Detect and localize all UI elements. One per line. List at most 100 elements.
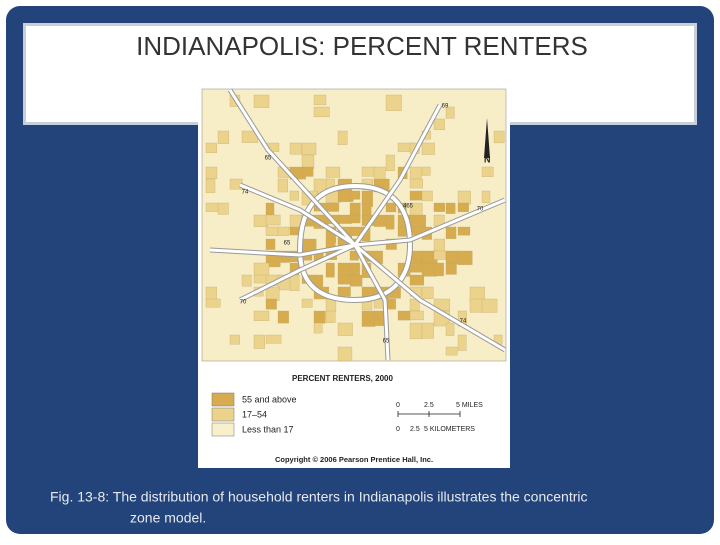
scale-label: 5 KILOMETERS <box>424 426 475 433</box>
tract <box>301 166 314 177</box>
tract <box>409 166 422 180</box>
tract <box>409 274 425 286</box>
scale-label: 0 <box>396 426 400 433</box>
tract <box>253 274 267 284</box>
highway-label: 74 <box>460 319 467 325</box>
legend-swatch <box>211 422 235 437</box>
highway-label: 65 <box>284 241 291 247</box>
tract <box>205 286 217 300</box>
tract <box>433 238 445 253</box>
tract <box>349 190 361 200</box>
highway-label: 65 <box>383 339 390 345</box>
tract <box>421 142 435 155</box>
tract <box>289 142 302 155</box>
tract <box>205 202 220 212</box>
tract <box>445 202 456 214</box>
tract <box>397 310 412 321</box>
tract <box>313 94 327 106</box>
tract <box>265 238 276 250</box>
roads <box>209 88 507 361</box>
tract <box>289 274 300 291</box>
scale-label: 2.5 <box>410 426 420 433</box>
highways <box>209 89 506 361</box>
tract <box>337 286 351 297</box>
tract <box>433 262 444 277</box>
tract <box>217 202 229 215</box>
tract <box>385 154 395 171</box>
tract <box>433 202 445 212</box>
north-label: N <box>484 154 491 164</box>
tract <box>445 262 457 275</box>
caption: zone model. <box>130 510 206 526</box>
caption: Fig. 13-8: The distribution of household… <box>50 489 588 505</box>
tract <box>445 346 458 356</box>
tract <box>205 142 217 153</box>
tract <box>385 214 395 230</box>
legend-label: Less than 17 <box>242 424 294 434</box>
tract <box>409 262 425 273</box>
legend-swatch <box>211 392 235 407</box>
tract <box>217 130 230 144</box>
scale-label: 5 MILES <box>456 402 483 409</box>
tract <box>265 286 280 301</box>
tract <box>253 214 269 227</box>
tract <box>409 310 424 321</box>
tract <box>337 322 353 336</box>
tract <box>385 94 402 111</box>
tract <box>445 322 455 336</box>
tract <box>337 130 348 145</box>
scale: 0 2.5 5 MILES 0 2.5 5 KILOMETERS <box>396 402 483 433</box>
tract <box>253 94 270 108</box>
highway-label: 70 <box>240 300 247 306</box>
tract <box>457 190 471 205</box>
tract <box>409 298 420 311</box>
tract <box>421 322 434 339</box>
tract <box>445 106 455 119</box>
tract <box>265 214 281 226</box>
tract <box>301 154 315 169</box>
slide-title: INDIANAPOLIS: PERCENT RENTERS <box>136 31 588 61</box>
tract <box>337 346 353 362</box>
highway-label: 65 <box>265 156 272 162</box>
scale-label: 0 <box>396 402 400 409</box>
tract <box>409 322 423 340</box>
tract <box>433 250 447 260</box>
tract <box>205 178 216 193</box>
tract <box>421 190 433 202</box>
tract <box>313 322 323 334</box>
legend-label: 17–54 <box>242 409 267 419</box>
tract <box>349 274 363 287</box>
tract <box>433 118 445 131</box>
tract <box>385 202 397 213</box>
tract <box>253 334 265 349</box>
tract <box>325 310 336 323</box>
map <box>201 88 507 362</box>
tract <box>277 178 288 193</box>
tract <box>493 130 505 144</box>
tract <box>289 190 299 201</box>
north-arrow <box>484 118 490 158</box>
tract <box>325 166 341 178</box>
tract <box>469 298 484 313</box>
tract <box>481 166 494 177</box>
tract <box>301 142 317 155</box>
tract <box>325 262 335 278</box>
tract <box>325 202 340 212</box>
tract <box>277 310 289 324</box>
legend-title: PERCENT RENTERS, 2000 <box>292 374 393 383</box>
highway-label: 69 <box>442 104 449 110</box>
tract <box>277 226 290 236</box>
tract <box>229 334 240 345</box>
tract <box>397 226 407 237</box>
tract <box>301 298 313 308</box>
highway-label: 70 <box>477 207 484 213</box>
copyright: Copyright © 2006 Pearson Prentice Hall, … <box>275 455 433 464</box>
tract <box>445 226 457 239</box>
tract <box>409 190 422 201</box>
tract <box>361 202 372 217</box>
highway-label: 465 <box>403 204 414 210</box>
tract <box>265 298 277 310</box>
tract <box>205 166 218 179</box>
